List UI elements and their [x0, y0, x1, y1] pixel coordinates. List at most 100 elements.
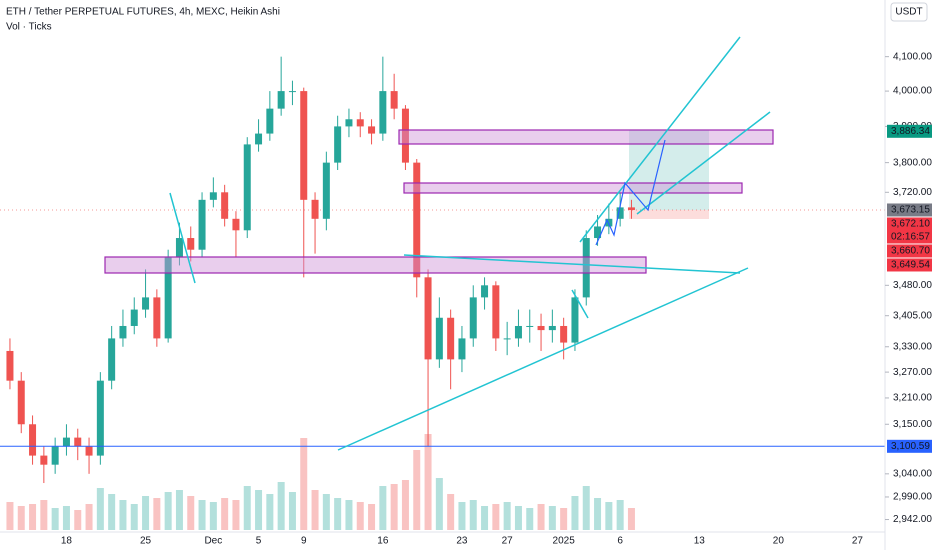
volume-bar — [514, 506, 522, 530]
candle-body — [51, 446, 59, 465]
zone — [104, 256, 647, 274]
currency-label[interactable]: USDT — [895, 7, 922, 18]
candle-body — [435, 317, 443, 360]
x-tick-label: 5 — [256, 536, 262, 547]
volume-bar — [413, 450, 421, 530]
price-label: 3,649.54 — [891, 260, 930, 271]
volume-bar — [62, 506, 70, 530]
price-label: 3,672.10 — [891, 219, 930, 230]
candle-body — [413, 162, 421, 278]
volume-bar — [424, 434, 432, 530]
volume-bar — [40, 500, 48, 530]
volume-bar — [627, 508, 635, 530]
countdown: 02:16:57 — [891, 232, 930, 243]
candle-body — [209, 192, 217, 200]
volume-bar — [164, 492, 172, 530]
candle-body — [243, 144, 251, 231]
candle-body — [6, 350, 14, 381]
volume-bar — [594, 498, 602, 530]
candle-body — [277, 91, 285, 109]
candle-body — [153, 297, 161, 339]
price-label: 3,886.34 — [891, 126, 930, 137]
volume-bar — [368, 504, 376, 530]
candle-body — [40, 455, 48, 465]
candle-body — [300, 91, 308, 200]
candle-body — [96, 380, 104, 456]
volume-bar — [130, 504, 138, 530]
candle-body — [62, 437, 70, 447]
volume-bar — [85, 504, 93, 530]
volume-bar — [221, 498, 229, 530]
y-tick-label: 3,800.00 — [893, 157, 932, 168]
x-tick-label: 25 — [140, 536, 152, 547]
volume-bar — [266, 494, 274, 530]
candle-body — [537, 325, 545, 331]
zone — [398, 129, 774, 145]
target-zone — [629, 130, 709, 210]
volume-bar — [526, 508, 534, 530]
candle-body — [142, 297, 150, 310]
volume-bar — [74, 510, 82, 530]
volume-bar — [232, 500, 240, 530]
candle-body — [627, 207, 635, 210]
x-tick-label: Dec — [204, 536, 222, 547]
volume-bar — [29, 504, 37, 530]
zone — [403, 182, 743, 194]
price-label-box — [887, 124, 932, 138]
volume-bar — [356, 502, 364, 530]
x-tick-label: 23 — [456, 536, 468, 547]
trend-line — [571, 289, 589, 319]
x-tick-label: 13 — [694, 536, 706, 547]
candle-body — [266, 108, 274, 134]
trend-line — [636, 111, 771, 215]
volume-bar — [51, 508, 59, 530]
volume-bar — [311, 490, 319, 530]
candle-body — [390, 91, 398, 109]
chart-subtitle: Vol · Ticks — [6, 22, 52, 33]
candle-body — [198, 199, 206, 250]
volume-bar — [537, 504, 545, 530]
candle-body — [379, 91, 387, 134]
volume-bar — [187, 496, 195, 530]
chart-title: ETH / Tether PERPETUAL FUTURES, 4h, MEXC… — [6, 7, 280, 18]
volume-bar — [345, 500, 353, 530]
x-tick-label: 18 — [61, 536, 73, 547]
price-label-box — [887, 203, 932, 217]
candle-body — [345, 119, 353, 127]
candle-body — [616, 207, 624, 219]
volume-bar — [6, 502, 14, 530]
stop-zone — [629, 210, 709, 219]
price-label-box — [887, 217, 932, 244]
volume-bar — [243, 486, 251, 530]
volume-bar — [17, 506, 25, 530]
y-tick-label: 3,210.00 — [893, 393, 932, 404]
candle-body — [255, 133, 263, 145]
drawings-top — [104, 36, 774, 451]
candle-body — [175, 238, 183, 258]
candle-body — [187, 238, 195, 250]
volume-bar — [560, 508, 568, 530]
trend-line — [579, 36, 741, 243]
candle-body — [424, 277, 432, 360]
volume-bar — [390, 484, 398, 530]
volume-bar — [119, 500, 127, 530]
candle-body — [368, 126, 376, 134]
y-tick-label: 3,405.00 — [893, 310, 932, 321]
price-label: 3,100.59 — [891, 441, 930, 452]
candle-body — [232, 218, 240, 231]
volume-bar — [96, 488, 104, 530]
candle-body — [447, 317, 455, 360]
candle-body — [164, 257, 172, 339]
candle-body — [571, 297, 579, 343]
y-tick-label: 2,990.00 — [893, 492, 932, 503]
candle-body — [548, 325, 556, 331]
candle-body — [74, 437, 82, 447]
candle-body — [108, 338, 116, 381]
axes: 18 25 Dec 5 9 16 23 27 2025 6 13 20 27 4,100.00 4,000.… — [61, 51, 932, 547]
currency-button[interactable] — [890, 2, 928, 22]
x-tick-label: 27 — [502, 536, 514, 547]
candle-body — [334, 126, 342, 163]
volume-bar — [605, 502, 613, 530]
candle-body — [221, 192, 229, 219]
trend-line — [337, 267, 749, 451]
